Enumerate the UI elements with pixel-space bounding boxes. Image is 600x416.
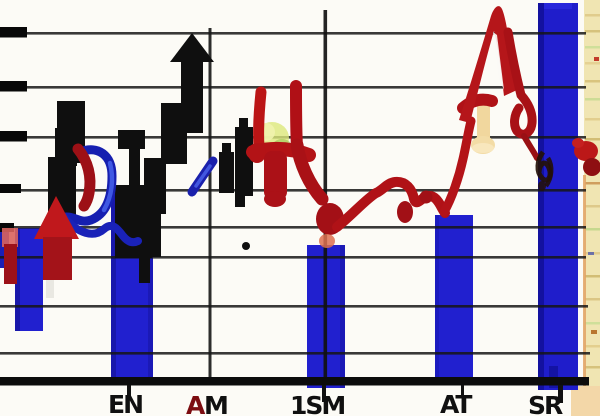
red-up-triangle <box>34 196 79 239</box>
x-label-1SM: 1SM <box>290 391 344 416</box>
gridline-h <box>0 32 586 35</box>
side-strip-streak <box>585 322 600 325</box>
side-strip-streak <box>585 14 600 17</box>
side-strip-fleck <box>594 57 599 61</box>
candlestick-wick <box>239 118 248 129</box>
y-axis-tick <box>0 131 27 142</box>
red-elbow <box>290 138 329 206</box>
red-prong-right <box>290 80 303 153</box>
side-strip <box>584 0 600 416</box>
side-strip-border <box>583 175 586 386</box>
corner-tan <box>571 386 600 416</box>
volume-bar-3-edge <box>340 245 345 388</box>
red-far-blob <box>572 138 584 148</box>
x-label-AM-a: A <box>186 391 206 416</box>
red-arch-bulb <box>248 143 266 163</box>
gridline-h <box>0 189 586 192</box>
spike-white-sliver <box>493 32 504 90</box>
side-strip-streak <box>585 345 600 348</box>
red-prong-left <box>253 86 267 153</box>
red-strand <box>521 133 540 161</box>
volume-bar-5 <box>538 3 578 390</box>
red-far-blob <box>583 158 600 176</box>
gridline-h <box>0 226 586 229</box>
side-strip-streak <box>585 62 600 65</box>
volume-bar-1-edge <box>15 228 20 331</box>
candlestick-wick <box>129 148 140 187</box>
red-spike-loop <box>503 27 537 139</box>
candlestick-wick <box>222 143 231 154</box>
side-strip-streak <box>585 80 600 83</box>
side-strip-streak <box>585 366 600 369</box>
x-axis-tick-stub <box>558 385 563 403</box>
side-strip-streak <box>585 228 600 231</box>
black-dot <box>242 242 250 250</box>
x-axis-tick-stub <box>127 385 131 397</box>
dark-knot <box>544 156 554 188</box>
red-descender-tip <box>264 191 286 207</box>
volume-bar-2-edge <box>148 194 153 381</box>
candlestick-wick <box>139 257 150 283</box>
side-strip-streak <box>585 205 600 208</box>
side-strip-streak <box>585 275 600 278</box>
blue-scribble-wave <box>60 213 142 247</box>
x-label-SR: SR <box>528 391 563 416</box>
x-axis-line <box>0 377 589 386</box>
left-edge-salmon <box>2 228 18 247</box>
candlestick <box>235 127 253 196</box>
y-axis-tick <box>0 81 27 92</box>
black-up-arrow-head <box>170 33 214 62</box>
red-descender <box>264 151 287 200</box>
side-strip-streak <box>585 118 600 121</box>
bell-base-highlight <box>472 143 494 153</box>
red-up-triangle-stem <box>43 237 72 280</box>
side-strip-streak <box>585 138 600 141</box>
x-label-AM-m: M <box>204 391 227 416</box>
dark-knot <box>538 181 546 191</box>
volume-bar-4-edge <box>435 215 439 381</box>
gridline-v <box>208 28 212 381</box>
red-line-wave <box>332 176 450 232</box>
side-strip-streak <box>585 46 600 49</box>
y-axis-tick <box>0 223 14 232</box>
salmon-patch <box>319 234 335 248</box>
candlestick <box>118 130 145 149</box>
red-hanging-blob <box>397 201 413 223</box>
candlestick <box>55 128 77 166</box>
candlestick-foot <box>235 192 245 207</box>
left-edge-darkred <box>4 244 17 284</box>
x-axis-tick-stub <box>322 385 326 402</box>
y-axis-tick <box>0 27 27 38</box>
candlestick <box>144 158 166 214</box>
red-line-rise <box>439 116 476 217</box>
side-strip-streak <box>585 298 600 301</box>
blue-scribble-streak <box>101 160 115 213</box>
side-strip-fleck <box>591 330 597 334</box>
volume-bar-4 <box>435 215 473 381</box>
y-axis-tick <box>0 184 21 193</box>
blue-diagonal-core <box>194 164 212 188</box>
side-strip-fleck <box>588 252 594 255</box>
red-line-spike <box>459 6 517 123</box>
candlestick <box>219 152 234 193</box>
x-label-AT: AT <box>440 390 472 416</box>
red-kink <box>419 190 433 204</box>
gridline-h <box>0 256 586 259</box>
bell-stem <box>477 102 490 144</box>
gridline-h <box>0 305 588 308</box>
gridline-h <box>0 352 590 355</box>
side-strip-streak <box>585 182 600 185</box>
x-label-EN: EN <box>108 390 142 416</box>
side-strip-streak <box>585 30 600 33</box>
candlestick <box>133 205 161 257</box>
volume-bar-5-top <box>544 3 572 9</box>
volume-bar-2-edge <box>111 194 116 381</box>
side-strip-streak <box>585 98 600 101</box>
black-up-arrow-stem <box>181 58 203 133</box>
volume-bar-5-edge <box>538 3 544 390</box>
x-axis-tick-stub <box>461 385 464 398</box>
red-crescent <box>72 143 96 212</box>
